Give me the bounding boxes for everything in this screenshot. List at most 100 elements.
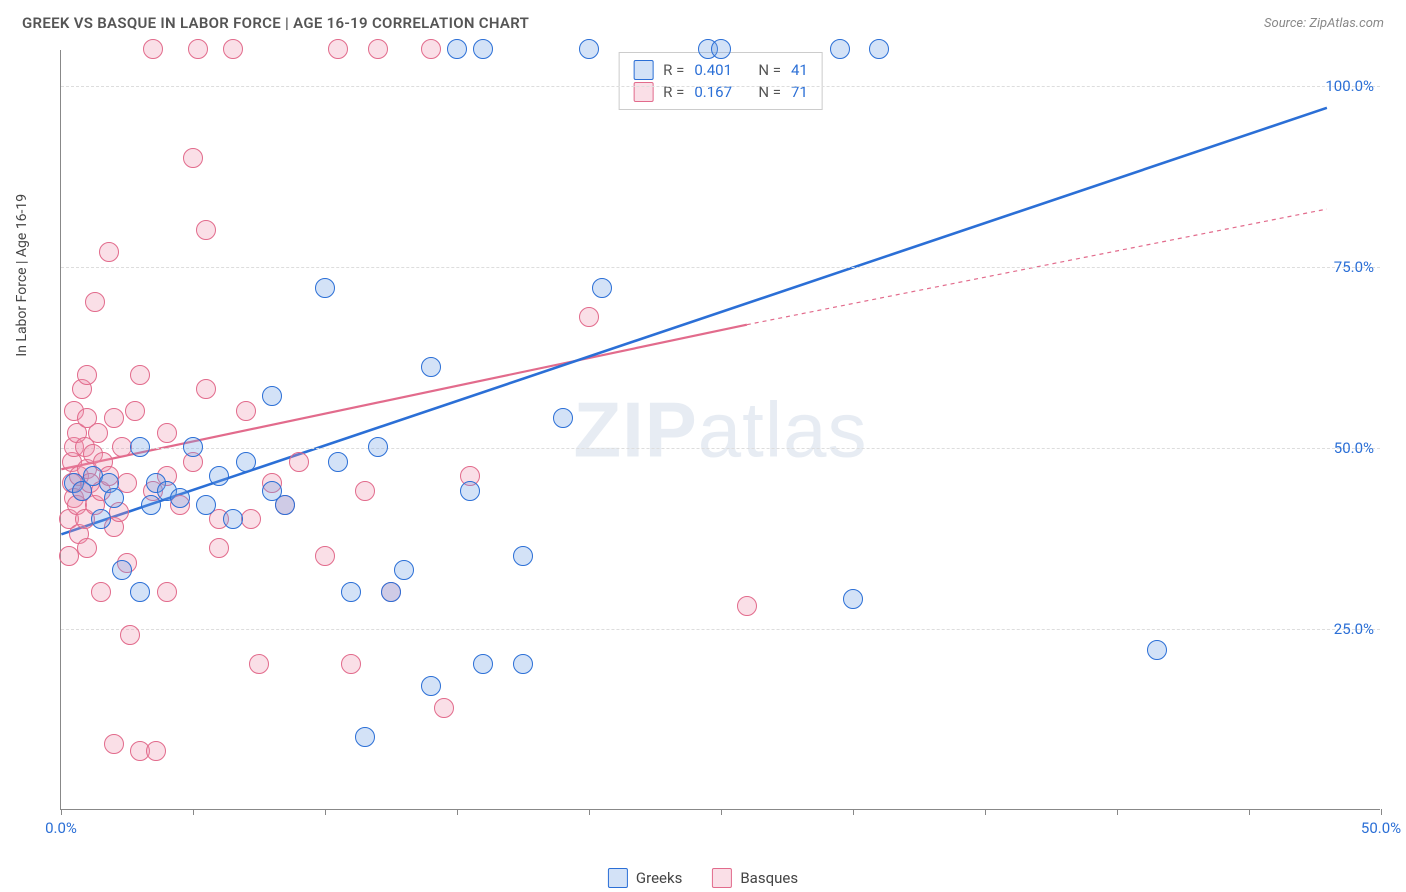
- data-point: [355, 481, 375, 501]
- gridline: [61, 448, 1380, 449]
- data-point: [99, 242, 119, 262]
- data-point: [236, 401, 256, 421]
- data-point: [77, 365, 97, 385]
- data-point: [843, 589, 863, 609]
- data-point: [91, 509, 111, 529]
- data-point: [421, 357, 441, 377]
- x-tick: [457, 809, 458, 815]
- data-point: [209, 466, 229, 486]
- x-tick: [61, 809, 62, 815]
- data-point: [553, 408, 573, 428]
- data-point: [91, 582, 111, 602]
- data-point: [196, 220, 216, 240]
- data-point: [120, 625, 140, 645]
- data-point: [434, 698, 454, 718]
- data-point: [328, 39, 348, 59]
- data-point: [289, 452, 309, 472]
- chart-header: GREEK VS BASQUE IN LABOR FORCE | AGE 16-…: [0, 0, 1406, 42]
- data-point: [711, 39, 731, 59]
- data-point: [592, 278, 612, 298]
- swatch-basques: [633, 82, 653, 102]
- data-point: [77, 538, 97, 558]
- data-point: [183, 437, 203, 457]
- swatch-basques: [712, 868, 732, 888]
- data-point: [183, 148, 203, 168]
- correlation-row-basques: R = 0.167 N = 71: [633, 81, 808, 103]
- data-point: [421, 676, 441, 696]
- gridline: [61, 267, 1380, 268]
- data-point: [421, 39, 441, 59]
- correlation-legend: R = 0.401 N = 41 R = 0.167 N = 71: [618, 52, 823, 110]
- r-value-greeks: 0.401: [694, 61, 748, 79]
- data-point: [262, 386, 282, 406]
- y-tick-label: 75.0%: [1334, 258, 1374, 276]
- data-point: [341, 654, 361, 674]
- x-tick: [853, 809, 854, 815]
- data-point: [328, 452, 348, 472]
- data-point: [394, 560, 414, 580]
- y-tick-label: 50.0%: [1334, 439, 1374, 457]
- data-point: [355, 727, 375, 747]
- data-point: [368, 39, 388, 59]
- data-point: [381, 582, 401, 602]
- data-point: [157, 423, 177, 443]
- x-tick: [325, 809, 326, 815]
- data-point: [869, 39, 889, 59]
- data-point: [579, 307, 599, 327]
- x-tick: [1381, 809, 1382, 815]
- data-point: [157, 582, 177, 602]
- legend-label-basques: Basques: [740, 869, 798, 887]
- data-point: [830, 39, 850, 59]
- data-point: [88, 423, 108, 443]
- swatch-greeks: [633, 60, 653, 80]
- data-point: [141, 495, 161, 515]
- data-point: [460, 481, 480, 501]
- data-point: [341, 582, 361, 602]
- data-point: [209, 538, 229, 558]
- watermark: ZIPatlas: [573, 384, 867, 475]
- x-tick-label: 50.0%: [1361, 819, 1401, 837]
- data-point: [223, 509, 243, 529]
- gridline: [61, 86, 1380, 87]
- data-point: [473, 654, 493, 674]
- data-point: [315, 546, 335, 566]
- data-point: [223, 39, 243, 59]
- data-point: [1147, 640, 1167, 660]
- data-point: [737, 596, 757, 616]
- y-axis-label: In Labor Force | Age 16-19: [14, 194, 30, 357]
- data-point: [513, 546, 533, 566]
- data-point: [473, 39, 493, 59]
- chart-source: Source: ZipAtlas.com: [1264, 16, 1384, 31]
- data-point: [130, 437, 150, 457]
- data-point: [104, 408, 124, 428]
- data-point: [236, 452, 256, 472]
- legend-item-basques: Basques: [712, 868, 798, 888]
- y-tick-label: 100.0%: [1325, 77, 1374, 95]
- gridline: [61, 629, 1380, 630]
- n-value-greeks: 41: [791, 61, 808, 79]
- data-point: [513, 654, 533, 674]
- data-point: [130, 365, 150, 385]
- data-point: [112, 560, 132, 580]
- data-point: [188, 39, 208, 59]
- data-point: [104, 488, 124, 508]
- data-point: [146, 741, 166, 761]
- data-point: [196, 495, 216, 515]
- data-point: [130, 582, 150, 602]
- x-tick: [1249, 809, 1250, 815]
- y-tick-label: 25.0%: [1334, 620, 1374, 638]
- data-point: [579, 39, 599, 59]
- r-label: R =: [663, 61, 684, 79]
- correlation-row-greeks: R = 0.401 N = 41: [633, 59, 808, 81]
- data-point: [447, 39, 467, 59]
- series-legend: Greeks Basques: [608, 868, 798, 888]
- n-label: N =: [758, 61, 781, 79]
- data-point: [241, 509, 261, 529]
- data-point: [170, 488, 190, 508]
- data-point: [315, 278, 335, 298]
- chart-title: GREEK VS BASQUE IN LABOR FORCE | AGE 16-…: [22, 14, 529, 32]
- x-tick: [721, 809, 722, 815]
- swatch-greeks: [608, 868, 628, 888]
- data-point: [85, 292, 105, 312]
- scatter-chart: ZIPatlas R = 0.401 N = 41 R = 0.167 N = …: [60, 50, 1380, 810]
